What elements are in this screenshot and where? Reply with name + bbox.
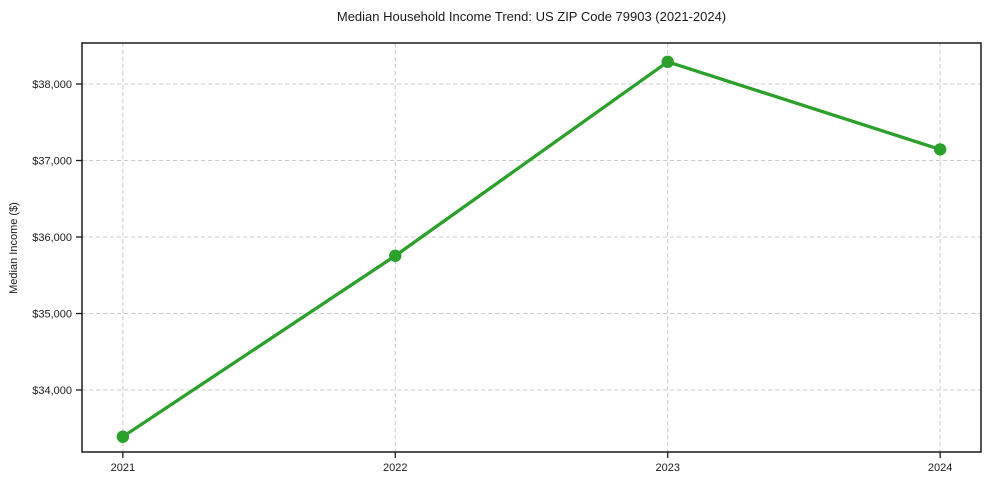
data-point	[389, 249, 402, 262]
y-tick-label: $37,000	[32, 155, 72, 167]
chart-title: Median Household Income Trend: US ZIP Co…	[336, 9, 727, 24]
x-tick-label: 2023	[655, 462, 679, 474]
data-point	[933, 143, 947, 156]
x-tick-label: 2022	[383, 462, 407, 474]
plot-border	[81, 42, 982, 453]
y-tick-label: $38,000	[32, 79, 72, 91]
data-point	[661, 55, 674, 69]
data-line	[121, 59, 942, 439]
y-tick-label: $34,000	[32, 385, 72, 397]
x-tick-label: 2021	[111, 462, 135, 474]
data-point	[116, 430, 130, 443]
y-tick-label: $35,000	[32, 308, 72, 320]
y-tick-label: $36,000	[32, 232, 72, 244]
x-tick-label: 2024	[928, 462, 952, 474]
